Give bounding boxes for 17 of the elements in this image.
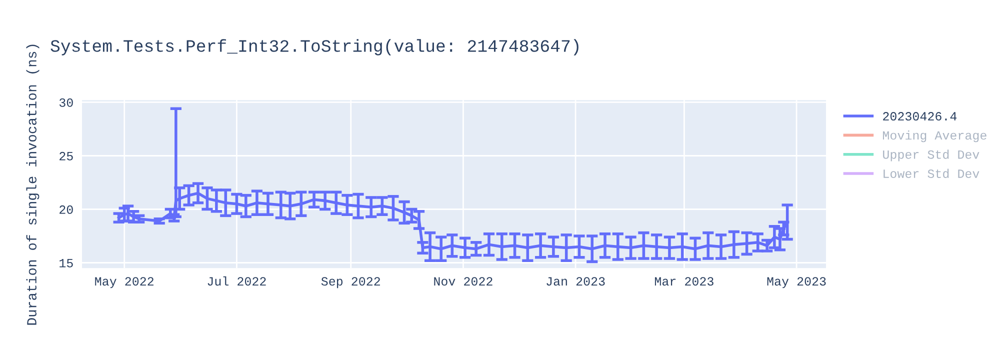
y-axis-title: Duration of single invocation (ns) [26, 44, 40, 325]
y-tick-label: 15 [60, 259, 73, 268]
x-tick-label: Sep 2022 [321, 277, 380, 288]
y-tick-label: 20 [60, 205, 73, 214]
chart-title: System.Tests.Perf_Int32.ToString(value: 2147483647) [50, 39, 578, 56]
x-tick-label: May 2022 [95, 277, 154, 288]
y-tick-label: 30 [59, 98, 73, 107]
x-tick-label: Mar 2023 [654, 277, 714, 286]
y-tick-label: 25 [60, 152, 73, 160]
legend-label: Upper Std Dev [883, 150, 980, 162]
legend-label: Moving Average [882, 130, 986, 142]
x-tick-label: Jan 2023 [546, 277, 605, 286]
x-tick-label: Jul 2022 [208, 276, 266, 286]
legend-label: 20230426.4 [883, 112, 957, 121]
legend-label: Lower Std Dev [884, 168, 980, 178]
x-tick-label: May 2023 [767, 277, 826, 288]
x-tick-label: Nov 2022 [434, 277, 492, 286]
